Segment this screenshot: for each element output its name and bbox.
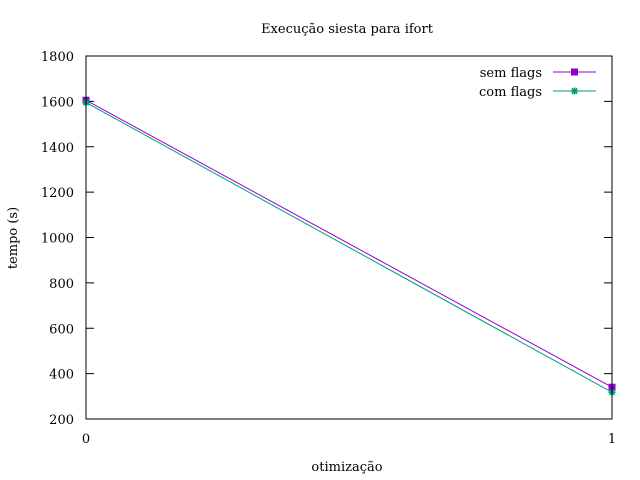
y-tick-label: 400 [49, 368, 74, 383]
series-layer [82, 96, 616, 396]
y-tick-label: 1400 [41, 141, 74, 156]
chart-title: Execução siesta para ifort [261, 22, 434, 37]
x-tick-label: 1 [608, 432, 616, 447]
y-tick-label: 1000 [41, 232, 74, 247]
series-point [571, 87, 578, 95]
x-tick-label: 0 [82, 432, 90, 447]
y-axis-label: tempo (s) [6, 207, 21, 269]
series-line-2 [85, 102, 613, 393]
y-tick-label: 1200 [41, 186, 74, 201]
y-tick-label: 1800 [41, 50, 74, 65]
plot-frame [85, 55, 613, 420]
series-line-1 [85, 99, 613, 388]
y-tick-label: 1600 [41, 95, 74, 110]
y-tick-label: 200 [49, 413, 74, 428]
x-axis-label: otimização [311, 460, 382, 475]
y-tick-label: 600 [49, 322, 74, 337]
legend-label: com flags [479, 85, 542, 100]
legend: sem flags com flags [479, 66, 596, 100]
legend-label: sem flags [480, 66, 542, 81]
y-tick-label: 800 [49, 277, 74, 292]
axis-ticks: 200 400 600 800 1000 1200 1400 1600 1800 0 1 [41, 50, 616, 447]
series-point [571, 68, 578, 76]
